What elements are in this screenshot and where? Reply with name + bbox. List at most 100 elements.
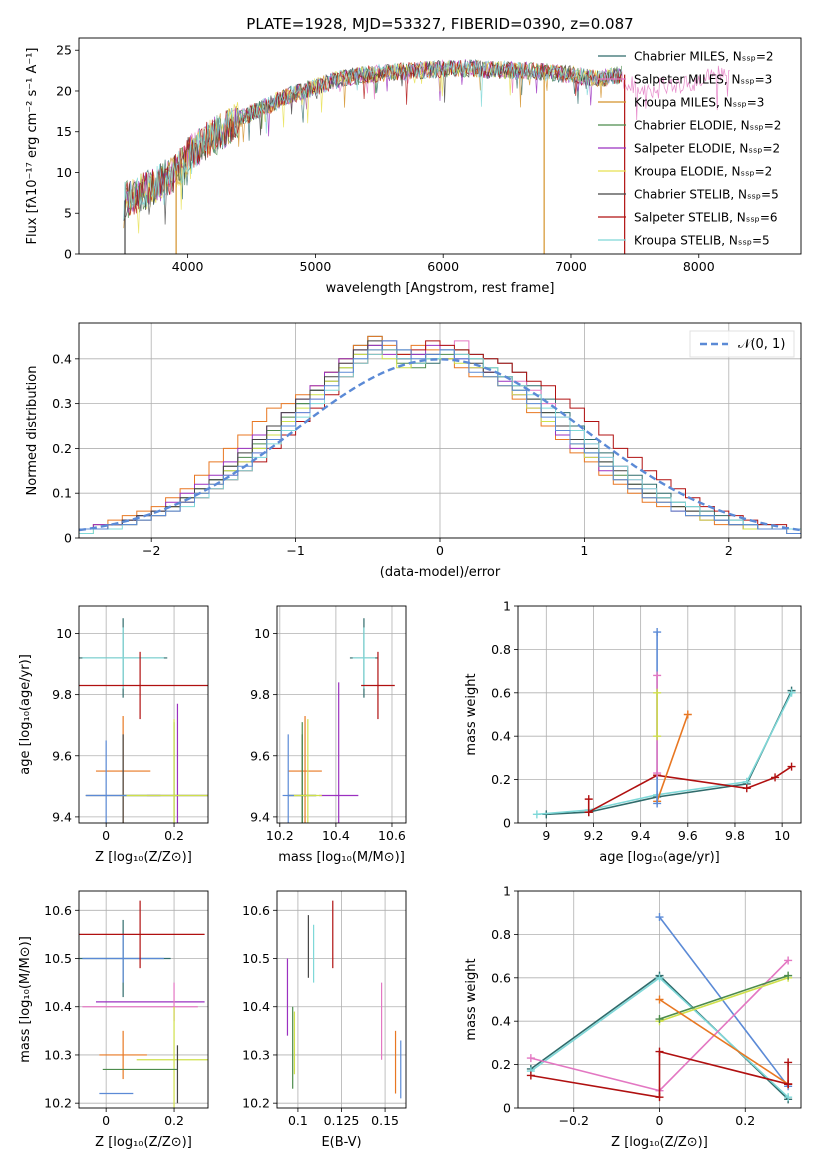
y-axis-label: Flux [fλ10⁻¹⁷ erg cm⁻² s⁻¹ A⁻¹] bbox=[25, 48, 40, 245]
x-tick-label: 0.125 bbox=[324, 1113, 360, 1128]
y-tick-label: 10.4 bbox=[242, 999, 270, 1014]
y-tick-label: 0 bbox=[503, 1101, 511, 1116]
plus-marker bbox=[655, 1093, 664, 1102]
y-tick-label: 0.2 bbox=[52, 441, 72, 456]
plus-marker bbox=[653, 769, 662, 778]
y-axis-label: mass weight bbox=[464, 673, 479, 755]
spectrum-line bbox=[123, 59, 623, 221]
axes-frame bbox=[78, 37, 802, 255]
figure-title: PLATE=1928, MJD=53327, FIBERID=0390, z=0… bbox=[246, 15, 633, 33]
legend-label: Chabrier STELIB, Nₛₛₚ=5 bbox=[634, 188, 779, 202]
x-axis-label: (data-model)/error bbox=[380, 565, 501, 580]
x-tick-label: 9.2 bbox=[584, 828, 604, 843]
legend-label: Kroupa STELIB, Nₛₛₚ=5 bbox=[634, 234, 770, 248]
x-axis-label: mass [log₁₀(M/M⊙)] bbox=[278, 850, 405, 865]
x-tick-label: 5000 bbox=[300, 259, 332, 274]
plus-marker bbox=[784, 971, 793, 980]
y-tick-label: 0.4 bbox=[52, 351, 72, 366]
y-tick-label: 1 bbox=[503, 884, 511, 899]
y-tick-label: 25 bbox=[56, 43, 72, 58]
x-tick-label: 0.2 bbox=[164, 828, 184, 843]
x-tick-label: 0 bbox=[102, 1113, 110, 1128]
plus-marker bbox=[532, 810, 541, 819]
age-vs-mass-panel: 10.2 10.4 10.6 9.4 9.6 9.8 10 mass [log₁₀(M/M⊙)… bbox=[250, 605, 407, 865]
mass-vs-ebv-panel: 0.1 0.125 0.15 10.2 10.3 10.4 10.5 10.6 E(B-V) bbox=[242, 890, 407, 1150]
y-tick-label: 10 bbox=[254, 626, 270, 641]
y-tick-label: 9.6 bbox=[250, 748, 270, 763]
residuals-plot-area bbox=[79, 323, 801, 538]
weight-line bbox=[530, 1050, 789, 1099]
age-vs-z-panel: 0 0.2 9.4 9.6 9.8 10 Z [log₁₀(Z/Z⊙)] age [log₁₀… bbox=[18, 605, 209, 865]
x-axis-label: wavelength [Angstrom, rest frame] bbox=[326, 281, 555, 296]
y-tick-label: 10.5 bbox=[242, 951, 270, 966]
plus-marker bbox=[653, 628, 662, 637]
plus-marker bbox=[784, 1093, 793, 1102]
y-tick-label: 10.4 bbox=[44, 999, 72, 1014]
plus-marker bbox=[584, 795, 593, 804]
plus-marker bbox=[655, 1047, 664, 1056]
x-tick-label: 10.2 bbox=[266, 828, 294, 843]
x-tick-label: −1 bbox=[286, 543, 304, 558]
plus-marker bbox=[784, 1080, 793, 1089]
y-tick-label: 10.2 bbox=[44, 1096, 72, 1111]
legend-label: Salpeter STELIB, Nₛₛₚ=6 bbox=[634, 211, 778, 225]
x-tick-label: 8000 bbox=[683, 259, 715, 274]
x-tick-label: −2 bbox=[142, 543, 160, 558]
plus-marker bbox=[655, 1015, 664, 1024]
x-tick-label: 10.4 bbox=[322, 828, 350, 843]
plus-marker bbox=[655, 995, 664, 1004]
plus-marker bbox=[683, 710, 692, 719]
x-tick-label: 6000 bbox=[427, 259, 459, 274]
legend-label: Chabrier ELODIE, Nₛₛₚ=2 bbox=[634, 119, 781, 133]
x-tick-label: 9 bbox=[542, 828, 550, 843]
spectrum-panel: 4000 5000 6000 7000 8000 0 5 10 15 20 25 wavelength… bbox=[25, 37, 802, 296]
mass-vs-ebv-plot-area bbox=[277, 891, 406, 1108]
y-axis-label: mass weight bbox=[464, 958, 479, 1040]
y-tick-label: 5 bbox=[64, 206, 72, 221]
plus-marker bbox=[655, 973, 664, 982]
y-tick-label: 10 bbox=[56, 165, 72, 180]
y-tick-label: 0.3 bbox=[52, 396, 72, 411]
legend-label: Kroupa ELODIE, Nₛₛₚ=2 bbox=[634, 165, 772, 179]
y-tick-label: 10.6 bbox=[44, 903, 72, 918]
plus-marker bbox=[653, 799, 662, 808]
plus-marker bbox=[771, 773, 780, 782]
y-tick-label: 10.5 bbox=[44, 951, 72, 966]
y-tick-label: 9.6 bbox=[52, 748, 72, 763]
weight-vs-age-panel: 9 9.2 9.4 9.6 9.8 10 0 0.2 0.4 0.6 0.8 1 age [log₁₀(… bbox=[464, 599, 802, 865]
plus-marker bbox=[526, 1071, 535, 1080]
y-axis-label: mass [log₁₀(M/M⊙)] bbox=[18, 936, 33, 1063]
age-vs-mass-plot-area bbox=[277, 606, 406, 823]
y-tick-label: 9.8 bbox=[52, 687, 72, 702]
x-tick-label: 10 bbox=[774, 828, 790, 843]
weight-line bbox=[656, 714, 689, 802]
x-tick-label: 0.2 bbox=[164, 1113, 184, 1128]
y-tick-label: 0.8 bbox=[491, 927, 511, 942]
axes-frame bbox=[78, 322, 802, 539]
legend-label: Kroupa MILES, Nₛₛₚ=3 bbox=[634, 96, 764, 110]
legend-label: Chabrier MILES, Nₛₛₚ=2 bbox=[634, 50, 774, 64]
plus-marker bbox=[653, 732, 662, 741]
x-tick-label: 2 bbox=[725, 543, 733, 558]
residuals-panel: −2 −1 0 1 2 0 0.1 0.2 0.3 0.4 (data-model)/error No… bbox=[25, 322, 802, 580]
y-axis-label: Normed distribution bbox=[25, 366, 40, 496]
y-tick-label: 10.3 bbox=[44, 1047, 72, 1062]
x-axis-label: age [log₁₀(age/yr)] bbox=[599, 850, 720, 865]
y-tick-label: 10.3 bbox=[242, 1047, 270, 1062]
residual-legend bbox=[689, 330, 795, 358]
y-tick-label: 0 bbox=[64, 531, 72, 546]
x-tick-label: −0.2 bbox=[559, 1113, 589, 1128]
x-tick-label: 0 bbox=[656, 1113, 664, 1128]
mass-vs-z-panel: 0 0.2 10.2 10.3 10.4 10.5 10.6 Z [log₁₀(Z/Z⊙)] m… bbox=[18, 890, 209, 1150]
x-tick-label: 4000 bbox=[172, 259, 204, 274]
x-tick-label: 0.2 bbox=[735, 1113, 755, 1128]
weight-vs-age-plot-area bbox=[518, 606, 801, 823]
y-tick-label: 10.2 bbox=[242, 1096, 270, 1111]
y-tick-label: 10 bbox=[56, 626, 72, 641]
mass-vs-z-plot-area bbox=[79, 891, 208, 1108]
x-tick-label: 0 bbox=[102, 828, 110, 843]
plus-marker bbox=[653, 671, 662, 680]
axes-frame bbox=[78, 605, 209, 824]
axes-frame bbox=[276, 890, 407, 1109]
